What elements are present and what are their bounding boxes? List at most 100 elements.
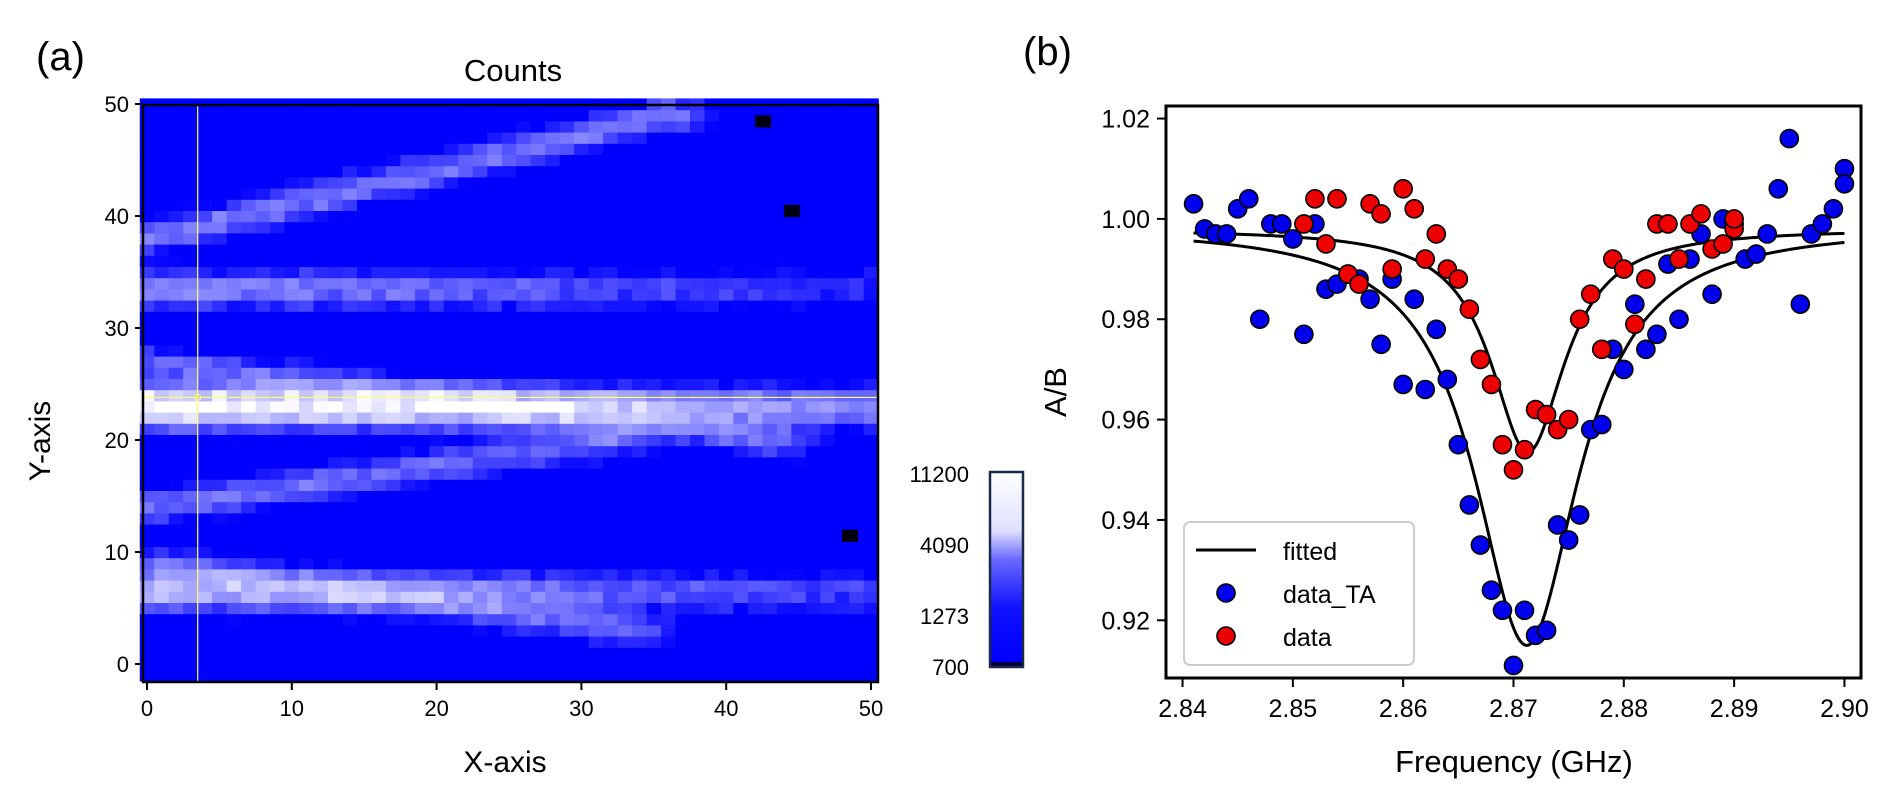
heatmap-cell [342,423,358,435]
heatmap-cell [487,490,503,503]
heatmap-cell [226,479,242,491]
heatmap-cell [646,367,662,379]
heatmap-cell [646,176,662,189]
data-point [1514,439,1535,460]
heatmap-cell [776,389,792,402]
heatmap-cell [299,647,315,659]
heatmap-cell [617,557,633,570]
heatmap-cell [313,255,329,267]
heatmap-cell [704,535,720,547]
heatmap-cell [371,210,387,223]
data-ta-point [1746,244,1766,264]
heatmap-cell [733,557,749,570]
heatmap-cell [820,266,836,279]
heatmap-cell [718,199,735,211]
heatmap-cell [530,300,546,312]
heatmap-cell [675,636,691,648]
heatmap-cell [270,568,286,581]
heatmap-cell [429,568,445,581]
heatmap-cell [733,580,749,592]
heatmap-cell [212,557,228,570]
heatmap-cell [371,333,387,346]
heatmap-cell [603,120,619,133]
heatmap-cell [646,165,662,178]
heatmap-cell [820,423,836,435]
heatmap-cell [863,221,879,234]
heatmap-cell [197,266,213,279]
heatmap-cell [516,311,532,323]
heatmap-cell [617,389,633,402]
heatmap-cell [414,244,430,256]
heatmap-cell [733,221,749,234]
heatmap-cell [487,546,503,559]
heatmap-cell [197,434,213,447]
heatmap-cell [299,400,315,413]
heatmap-cell [414,210,430,223]
heatmap-cell [849,322,865,335]
heatmap-cell [718,434,735,447]
heatmap-cell [704,400,720,413]
heatmap-cell [371,277,387,290]
heatmap-cell [487,389,503,402]
heatmap-cell [371,221,387,234]
heatmap-cell [226,636,242,648]
heatmap-cell [284,244,300,256]
heatmap-cell [617,647,633,659]
heatmap-cell [863,423,879,435]
heatmap-cell [530,120,546,133]
heatmap-cell [588,311,604,323]
heatmap-cell [487,591,503,603]
heatmap-cell [545,378,561,391]
heatmap-cell [834,445,850,458]
heatmap-cell [212,479,228,491]
heatmap-cell [501,300,517,312]
heatmap-cell [139,624,155,637]
heatmap-cell [385,266,401,279]
heatmap-cell [487,344,503,357]
heatmap-cell [414,176,430,189]
heatmap-cell [183,445,199,458]
heatmap-cell [632,221,648,234]
heatmap-cell [472,580,488,592]
heatmap-cell [820,277,836,290]
heatmap-cell [545,389,561,402]
heatmap-cell [805,613,821,626]
heatmap-cell [791,512,807,525]
heatmap-cell [371,636,387,648]
heatmap-cell [776,456,792,469]
heatmap-cell [617,109,633,122]
heatmap-cell [342,199,358,211]
heatmap-cell [154,255,170,267]
heatmap-cell [588,658,604,671]
heatmap-cell [574,378,590,391]
heatmap-cell [299,580,315,592]
heatmap-cell [342,389,358,402]
heatmap-cell [690,512,706,525]
data-ta-point [1216,224,1237,244]
heatmap-cell [385,501,401,514]
heatmap-cell [328,154,344,167]
heatmap-cell [342,165,358,178]
heatmap-cell [762,658,778,671]
heatmap-cell [313,546,329,559]
heatmap-cell [385,210,401,223]
heatmap-cell [530,143,546,155]
data-point [1591,339,1612,360]
heatmap-cell [429,378,445,391]
heatmap-cell [704,165,720,178]
heatmap-cell [530,356,546,368]
heatmap-cell [588,624,604,637]
heatmap-cell [443,613,459,626]
heatmap-cell [588,456,604,469]
heatmap-cell [487,109,503,122]
heatmap-cell [212,512,228,525]
heatmap-cell [574,568,590,581]
heatmap-cell [545,344,561,357]
heatmap-cell [733,501,749,514]
heatmap-cell [385,636,401,648]
heatmap-cell [154,143,170,155]
heatmap-cell [834,557,850,570]
heatmap-cell [545,658,561,671]
heatmap-cell [530,568,546,581]
heatmap-cell [747,210,763,223]
